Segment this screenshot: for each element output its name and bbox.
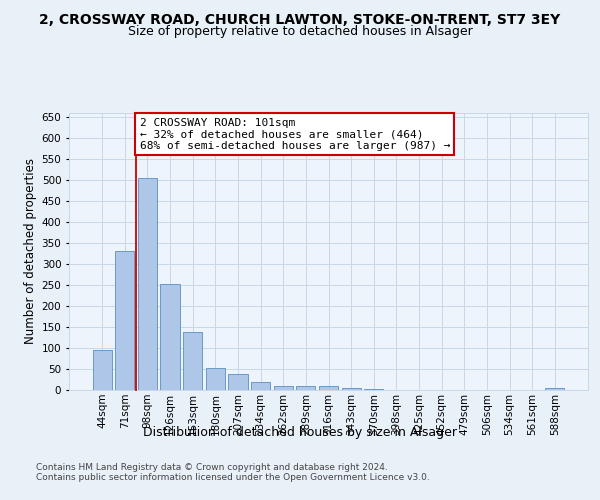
Bar xyxy=(183,332,202,390)
Bar xyxy=(274,386,293,390)
Bar xyxy=(206,368,225,390)
Text: Distribution of detached houses by size in Alsager: Distribution of detached houses by size … xyxy=(143,426,457,439)
Bar xyxy=(229,374,248,390)
Bar xyxy=(251,382,270,390)
Text: 2, CROSSWAY ROAD, CHURCH LAWTON, STOKE-ON-TRENT, ST7 3EY: 2, CROSSWAY ROAD, CHURCH LAWTON, STOKE-O… xyxy=(40,12,560,26)
Bar xyxy=(92,350,112,390)
Text: Size of property relative to detached houses in Alsager: Size of property relative to detached ho… xyxy=(128,25,472,38)
Bar xyxy=(341,388,361,390)
Bar xyxy=(296,386,316,390)
Bar xyxy=(138,178,157,390)
Y-axis label: Number of detached properties: Number of detached properties xyxy=(25,158,37,344)
Bar xyxy=(115,251,134,390)
Text: Contains HM Land Registry data © Crown copyright and database right 2024.
Contai: Contains HM Land Registry data © Crown c… xyxy=(36,462,430,482)
Bar xyxy=(160,284,180,390)
Bar xyxy=(364,389,383,390)
Text: 2 CROSSWAY ROAD: 101sqm
← 32% of detached houses are smaller (464)
68% of semi-d: 2 CROSSWAY ROAD: 101sqm ← 32% of detache… xyxy=(140,118,450,150)
Bar xyxy=(319,386,338,390)
Bar xyxy=(545,388,565,390)
